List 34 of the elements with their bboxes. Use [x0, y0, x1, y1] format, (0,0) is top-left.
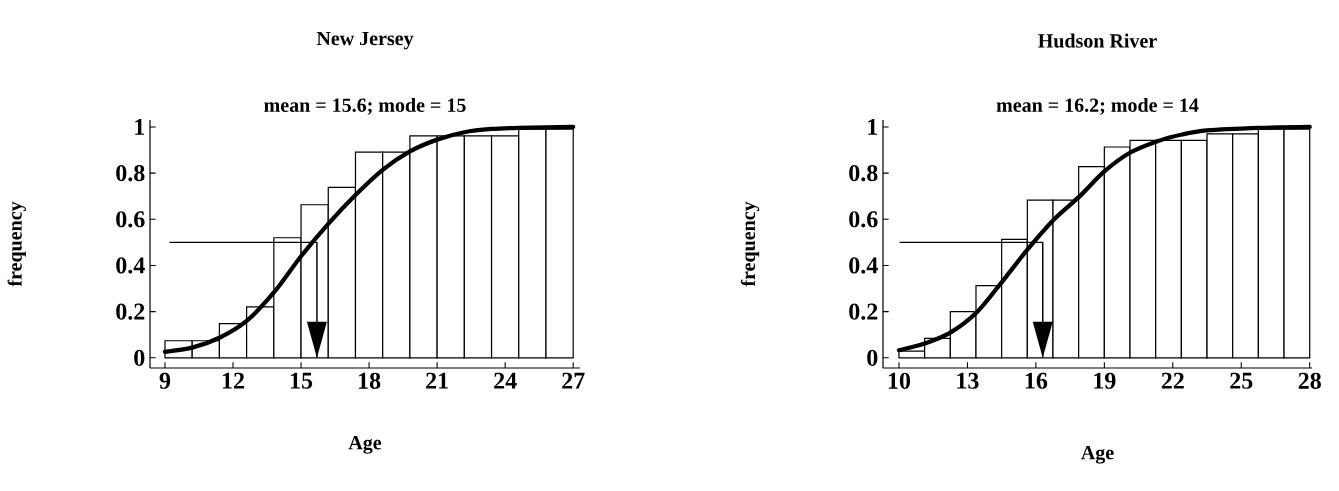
x-tick-label: 15: [290, 372, 313, 389]
x-tick-label: 28: [1298, 372, 1321, 389]
y-axis-title: frequency: [7, 201, 26, 287]
chart-title: Hudson River: [1038, 33, 1157, 48]
y-tick-label: 0.4: [116, 257, 145, 274]
x-tick-label: 21: [426, 372, 448, 389]
x-tick-label: 24: [494, 372, 517, 389]
y-tick-label: 0.6: [849, 211, 878, 228]
chart-subtitle: mean = 15.6; mode = 15: [264, 97, 466, 115]
y-tick-label: 1: [135, 118, 145, 135]
y-tick-label: 1: [868, 118, 878, 135]
x-tick-label: 27: [562, 372, 585, 389]
x-tick-label: 22: [1161, 372, 1184, 389]
y-tick-label: 0: [867, 349, 878, 366]
y-tick-label: 0.8: [116, 164, 145, 182]
chart-title: New Jersey: [316, 31, 414, 50]
x-axis-title: Age: [348, 436, 382, 454]
y-tick-label: 0: [134, 349, 145, 366]
y-tick-label: 0.2: [849, 303, 878, 320]
y-tick-label: 0.2: [116, 303, 145, 320]
x-tick-label: 13: [957, 372, 979, 389]
y-tick-label: 0.4: [849, 257, 878, 274]
x-tick-label: 25: [1230, 372, 1253, 389]
x-tick-label: 9: [159, 372, 171, 389]
chart-subtitle: mean = 16.2; mode = 14: [996, 97, 1199, 115]
x-tick-label: 10: [888, 372, 911, 389]
y-axis-title: frequency: [740, 201, 760, 287]
x-tick-label: 19: [1094, 372, 1116, 389]
y-tick-label: 0.6: [116, 211, 145, 228]
x-axis-title: Age: [1081, 445, 1114, 464]
y-tick-label: 0.8: [849, 164, 878, 182]
x-tick-label: 18: [359, 372, 381, 389]
x-tick-label: 16: [1025, 372, 1048, 389]
x-tick-label: 12: [222, 372, 244, 389]
